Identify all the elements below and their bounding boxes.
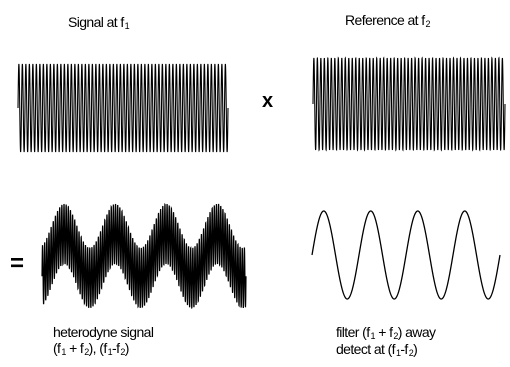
equals-operator: = — [10, 250, 25, 277]
heterodyne-label: heterodyne signal (f1 + f2), (f1-f2) — [53, 324, 154, 357]
signal-label: Signal at f1 — [68, 14, 130, 31]
reference-wave — [312, 56, 506, 152]
heterodyne-wave — [41, 203, 247, 309]
reference-label: Reference at f2 — [345, 12, 431, 29]
signal-wave — [17, 63, 229, 153]
multiply-operator: x — [262, 90, 274, 112]
filter-label: filter (f1 + f2) away detect at (f1-f2) — [336, 324, 436, 358]
difference-wave — [311, 210, 501, 300]
